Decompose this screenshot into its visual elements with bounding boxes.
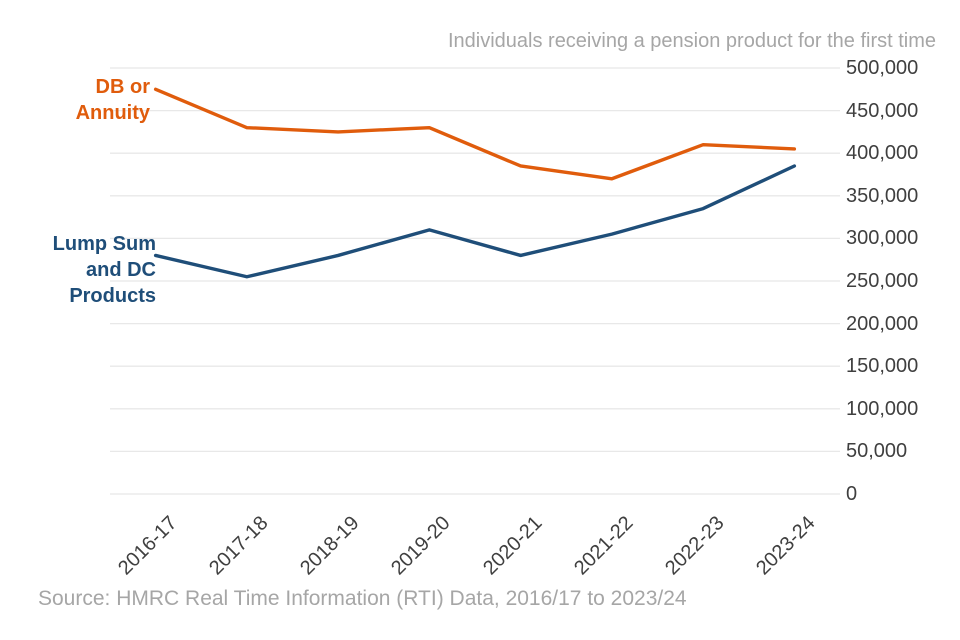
series-line-lump-sum-and-dc-products	[153, 164, 797, 279]
source-note: Source: HMRC Real Time Information (RTI)…	[38, 587, 687, 610]
series-line-db-or-annuity	[153, 87, 797, 181]
series-label-db-annuity: DB or Annuity	[75, 76, 150, 124]
chart-title: Individuals receiving a pension product …	[447, 30, 936, 52]
series-label-lump-sum-dc: Lump Sum and DC Products	[52, 233, 156, 307]
